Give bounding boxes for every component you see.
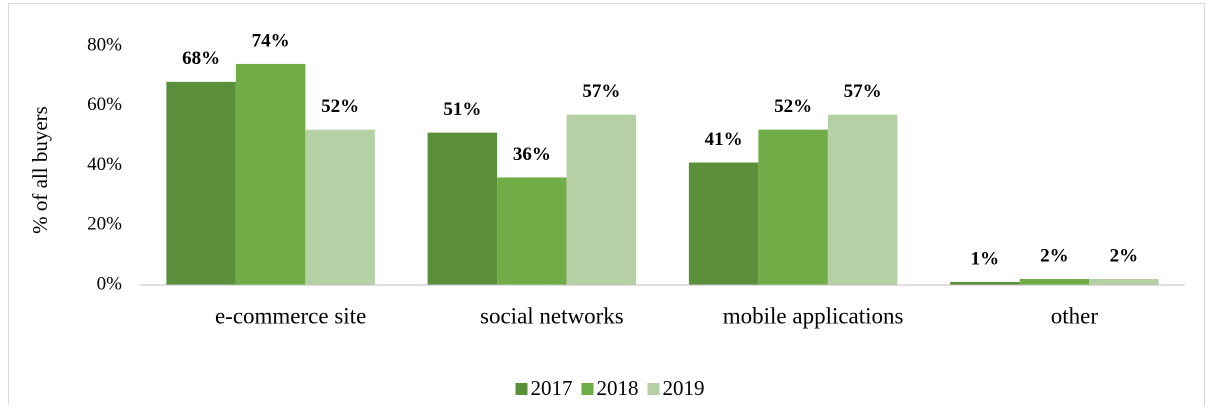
bar: [166, 81, 236, 285]
legend-swatch: [581, 383, 594, 395]
data-label: 2%: [1040, 245, 1069, 266]
chart-frame: [8, 3, 1205, 410]
bar: [758, 129, 828, 285]
bar: [497, 177, 567, 285]
bar: [235, 63, 306, 285]
data-label: 52%: [321, 96, 359, 117]
data-label: 74%: [252, 30, 290, 51]
data-label: 2%: [1110, 245, 1139, 266]
legend-label: 2018: [597, 376, 639, 400]
x-tick-label: social networks: [480, 303, 624, 328]
data-label: 52%: [774, 96, 812, 117]
x-tick-label: other: [1051, 303, 1099, 328]
bar: [427, 132, 498, 285]
legend-label: 2017: [531, 376, 573, 400]
bar: [688, 162, 759, 285]
data-label: 57%: [582, 81, 620, 102]
bar: [950, 282, 1020, 285]
y-tick-label: 60%: [87, 94, 122, 115]
x-tick-label: e-commerce site: [215, 303, 366, 328]
y-tick-label: 40%: [87, 154, 122, 175]
data-label: 41%: [705, 129, 743, 150]
legend-swatch: [647, 383, 660, 395]
bar: [1089, 279, 1159, 285]
x-tick-label: mobile applications: [723, 303, 904, 328]
legend-label: 2019: [663, 376, 705, 400]
bar: [1019, 279, 1090, 285]
legend-swatch: [515, 383, 528, 395]
bar: [827, 114, 898, 286]
data-label: 68%: [182, 48, 220, 69]
data-label: 51%: [443, 99, 481, 120]
bar: [566, 114, 637, 286]
y-axis-label: % of all buyers: [28, 106, 52, 234]
data-label: 36%: [513, 144, 551, 165]
y-tick-label: 80%: [87, 34, 122, 55]
data-label: 57%: [844, 81, 882, 102]
y-tick-label: 20%: [87, 214, 122, 235]
y-tick-label: 0%: [97, 273, 123, 294]
bar: [305, 129, 375, 285]
data-label: 1%: [971, 248, 1000, 269]
